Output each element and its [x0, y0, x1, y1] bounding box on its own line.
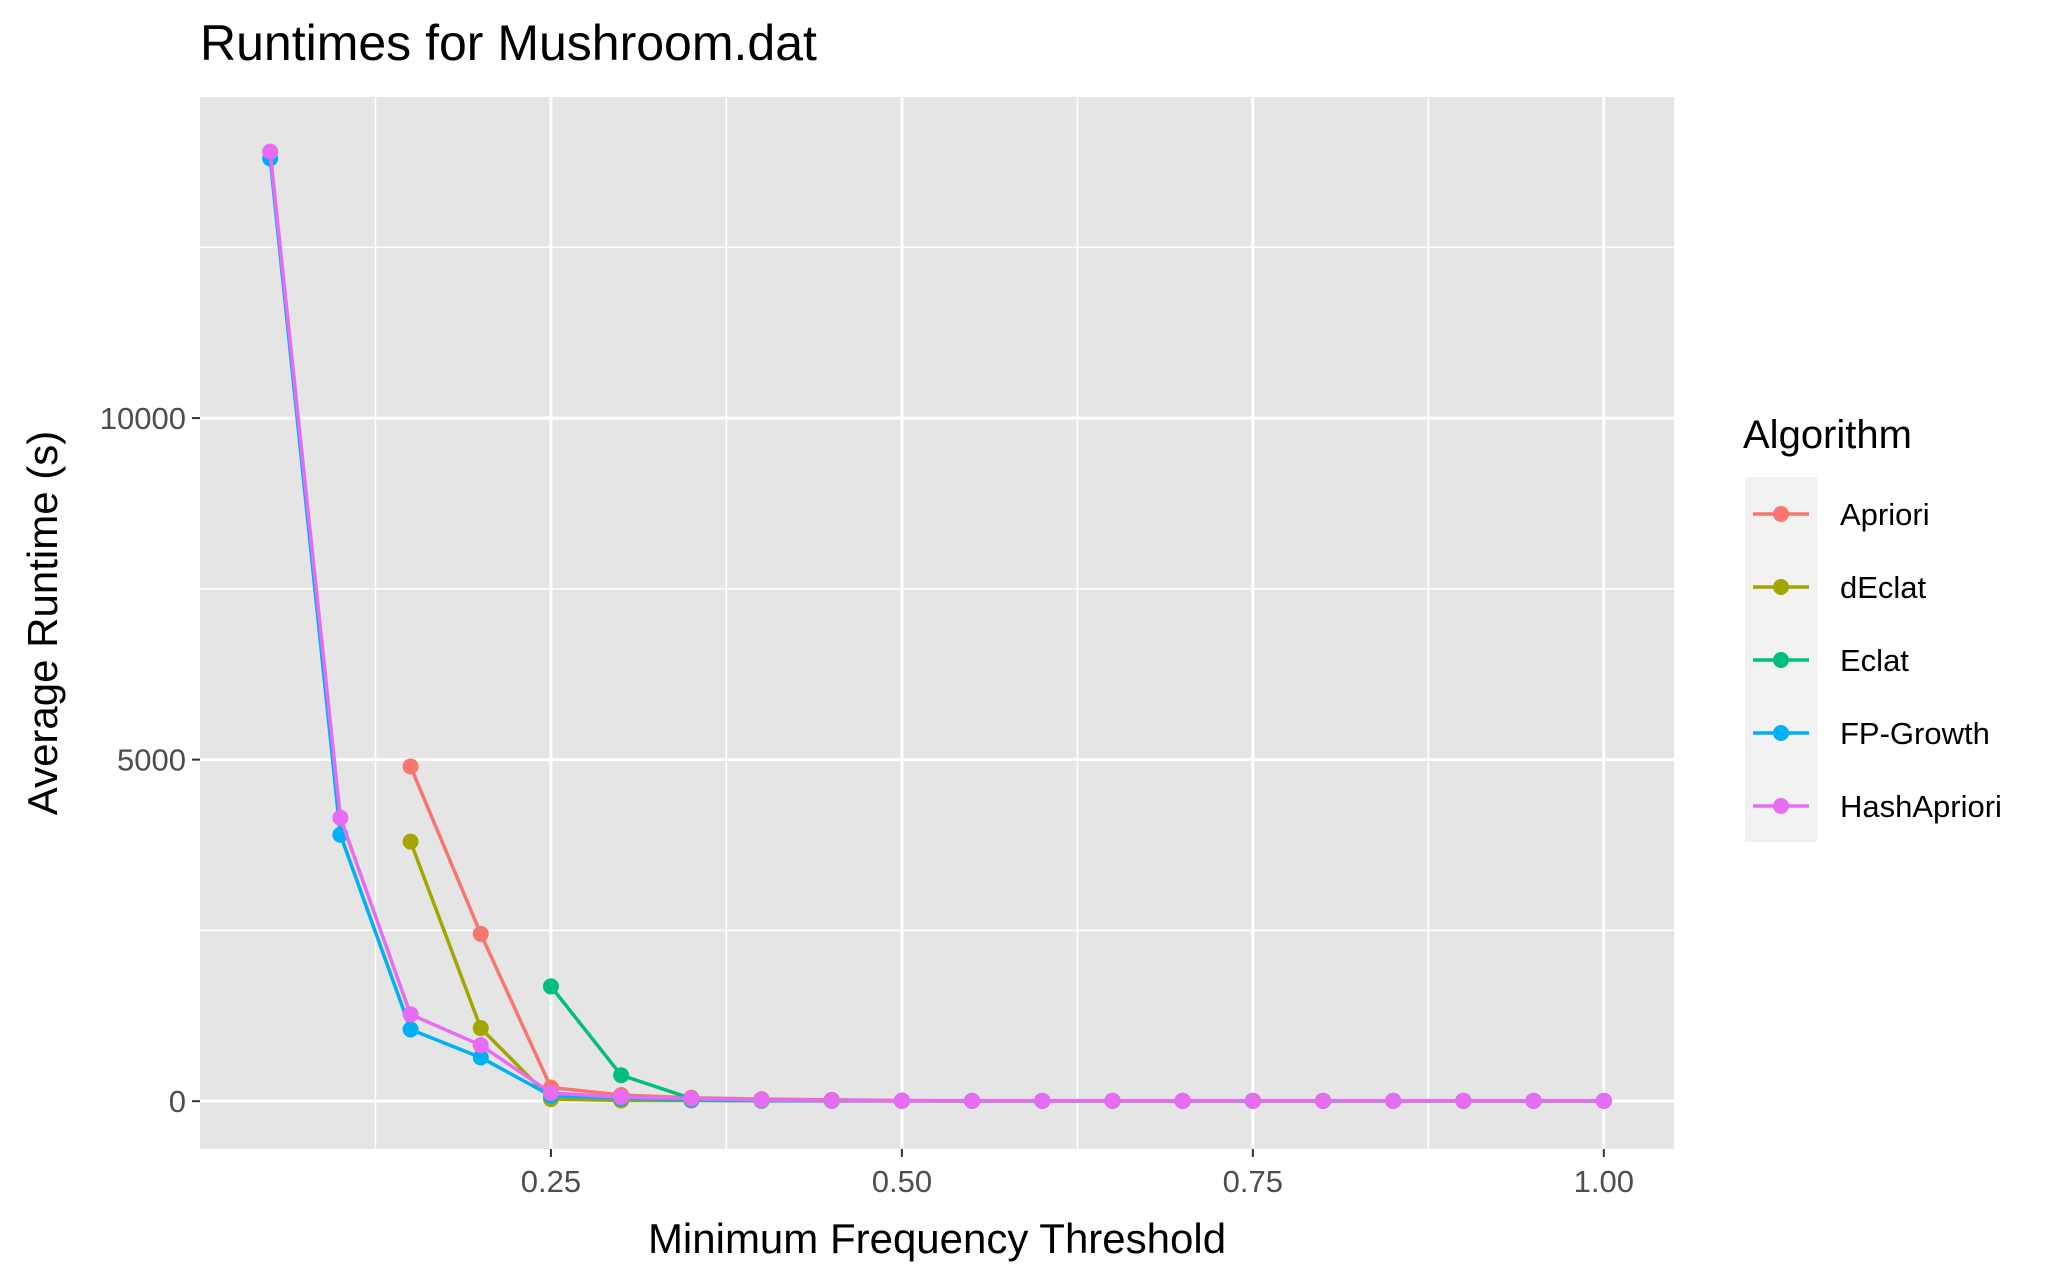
legend-item-eclat: Eclat: [1753, 643, 1909, 678]
legend-item-apriori: Apriori: [1753, 497, 1930, 532]
data-point-hashapriori: [823, 1092, 840, 1109]
x-tick-label: 0.75: [1223, 1164, 1283, 1199]
legend-title: Algorithm: [1743, 413, 1912, 457]
data-point-hashapriori: [402, 1006, 419, 1023]
y-axis: 0 5000 10000: [100, 401, 200, 1119]
data-point-hashapriori: [1525, 1092, 1542, 1109]
y-tick-label: 5000: [117, 743, 186, 778]
data-point-fp-growth: [402, 1021, 419, 1038]
data-point-hashapriori: [542, 1084, 559, 1101]
data-point-hashapriori: [1385, 1092, 1402, 1109]
chart-title: Runtimes for Mushroom.dat: [200, 15, 817, 71]
data-point-fp-growth: [472, 1049, 489, 1066]
data-point-hashapriori: [1104, 1092, 1121, 1109]
legend-key-point: [1773, 506, 1789, 522]
data-point-apriori: [402, 758, 419, 775]
legend-key-point: [1773, 579, 1789, 595]
major-grid: [200, 97, 1674, 1149]
x-axis: 0.25 0.50 0.75 1.00: [521, 1149, 1634, 1199]
data-point-hashapriori: [1455, 1092, 1472, 1109]
plot-panel: [200, 97, 1674, 1149]
y-tick-label: 10000: [100, 401, 186, 436]
data-point-hashapriori: [1595, 1092, 1612, 1109]
x-tick-label: 1.00: [1574, 1164, 1634, 1199]
data-point-hashapriori: [964, 1092, 981, 1109]
data-point-hashapriori: [613, 1089, 630, 1106]
data-point-apriori: [472, 925, 489, 942]
data-point-hashapriori: [262, 143, 279, 160]
legend-key-point: [1773, 798, 1789, 814]
legend-label: Apriori: [1840, 497, 1930, 532]
data-point-hashapriori: [1315, 1092, 1332, 1109]
legend-label: dEclat: [1840, 570, 1927, 605]
y-tick-label: 0: [169, 1084, 186, 1119]
data-point-hashapriori: [1244, 1092, 1261, 1109]
series-hashapriori: [262, 143, 1612, 1109]
data-point-hashapriori: [1174, 1092, 1191, 1109]
data-point-declat: [472, 1020, 489, 1037]
series-layer: [262, 143, 1612, 1109]
data-point-hashapriori: [683, 1090, 700, 1107]
data-point-declat: [402, 833, 419, 850]
legend-label: FP-Growth: [1840, 716, 1990, 751]
legend-item-declat: dEclat: [1753, 570, 1927, 605]
data-point-eclat: [613, 1067, 630, 1084]
legend: Algorithm Apriori dEclat Eclat FP-Growth Has…: [1743, 413, 2002, 842]
x-tick-label: 0.50: [872, 1164, 932, 1199]
y-axis-title: Average Runtime (s): [19, 431, 66, 815]
legend-key-point: [1773, 725, 1789, 741]
series-line-hashapriori: [268, 151, 1604, 1103]
data-point-hashapriori: [472, 1037, 489, 1054]
data-point-hashapriori: [332, 809, 349, 826]
legend-item-hashapriori: HashApriori: [1753, 789, 2002, 824]
data-point-eclat: [542, 978, 559, 995]
data-point-hashapriori: [753, 1091, 770, 1108]
data-point-hashapriori: [893, 1092, 910, 1109]
x-axis-title: Minimum Frequency Threshold: [648, 1215, 1226, 1262]
legend-label: HashApriori: [1840, 789, 2002, 824]
legend-label: Eclat: [1840, 643, 1909, 678]
legend-item-fp-growth: FP-Growth: [1753, 716, 1990, 751]
x-tick-label: 0.25: [521, 1164, 581, 1199]
data-point-hashapriori: [1034, 1092, 1051, 1109]
legend-key-point: [1773, 652, 1789, 668]
